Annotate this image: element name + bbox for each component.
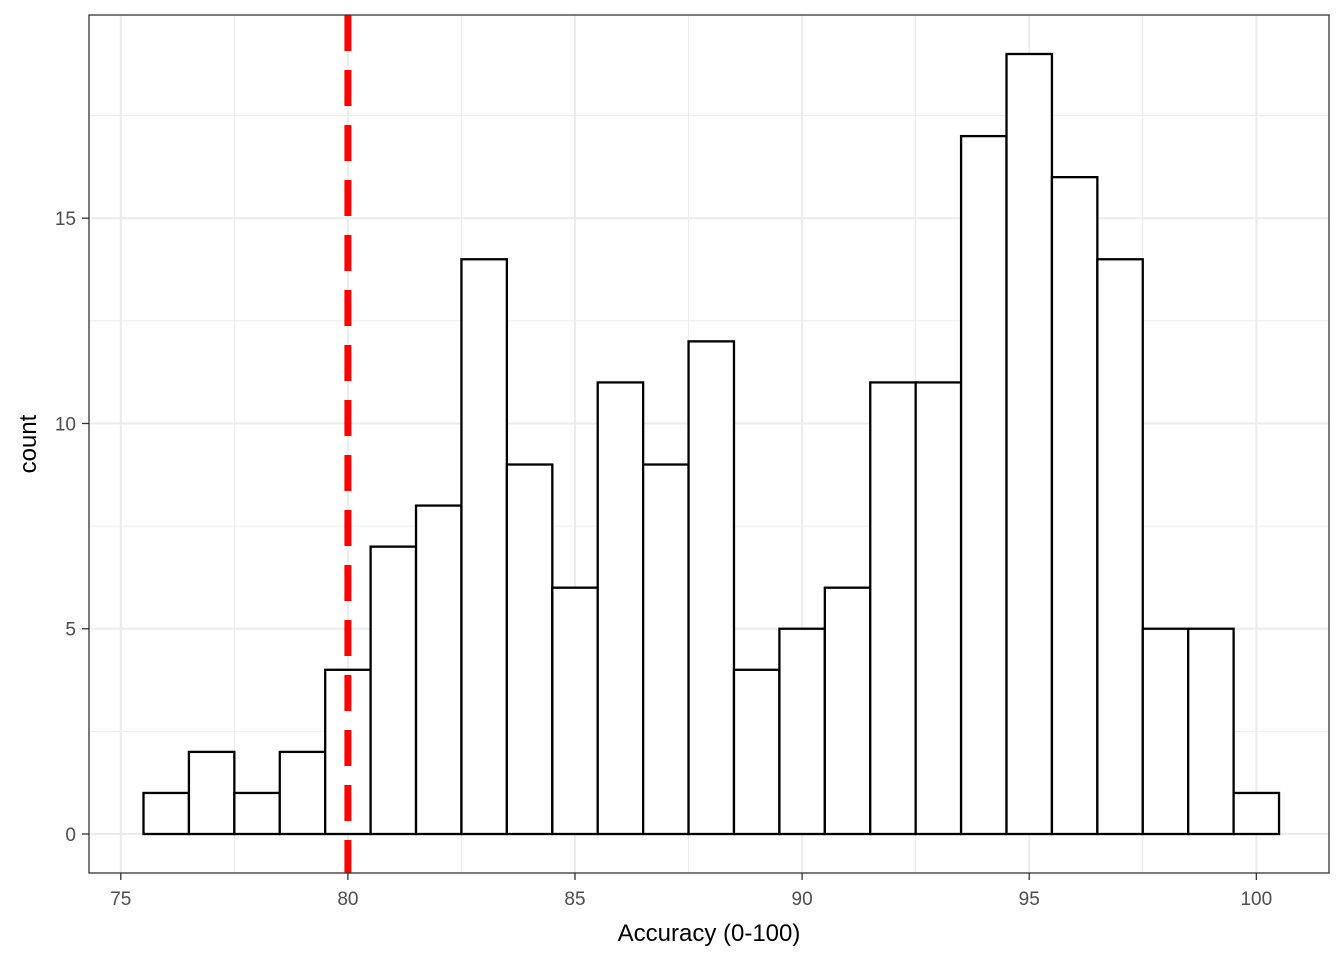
x-tick-label: 75 — [110, 889, 131, 910]
histogram-bar — [732, 668, 781, 836]
histogram-bar — [687, 340, 736, 836]
x-tick-label: 90 — [792, 889, 813, 910]
histogram-bars — [142, 52, 1281, 836]
histogram-bar — [551, 586, 599, 836]
histogram-bar — [1232, 791, 1281, 836]
histogram-bar — [778, 627, 826, 836]
y-tick-label: 0 — [65, 825, 76, 846]
histogram-bar — [369, 545, 418, 836]
histogram-bar — [1050, 176, 1099, 836]
y-axis-ticks: 0 5 10 15 — [55, 209, 89, 846]
histogram-bar — [1005, 52, 1054, 836]
histogram-bar — [142, 791, 191, 836]
histogram-bar — [233, 791, 281, 836]
x-tick-label: 80 — [337, 889, 358, 910]
y-tick-label: 15 — [55, 209, 76, 230]
histogram-bar — [1141, 627, 1190, 836]
histogram-bar — [596, 381, 645, 836]
histogram-bar — [823, 586, 872, 836]
x-tick-label: 85 — [564, 889, 585, 910]
histogram-bar — [505, 463, 554, 836]
histogram-bar — [187, 750, 236, 836]
y-tick-label: 5 — [65, 620, 76, 641]
histogram-bar — [460, 258, 509, 836]
histogram-bar — [1187, 627, 1235, 836]
y-tick-label: 10 — [55, 414, 76, 435]
x-tick-label: 95 — [1019, 889, 1040, 910]
x-tick-label: 100 — [1240, 889, 1272, 910]
y-axis-title: count — [15, 414, 42, 473]
x-axis-ticks: 75 80 85 90 95 100 — [110, 873, 1272, 910]
histogram-bar — [414, 504, 463, 836]
histogram-bar — [641, 463, 690, 836]
x-axis-title: Accuracy (0-100) — [618, 920, 801, 947]
plot-panel-border — [88, 14, 1330, 874]
histogram-bar — [959, 134, 1008, 836]
histogram-bar — [1096, 258, 1144, 836]
histogram-bar — [914, 381, 963, 836]
histogram-bar — [278, 750, 327, 836]
histogram-bar — [869, 381, 917, 836]
